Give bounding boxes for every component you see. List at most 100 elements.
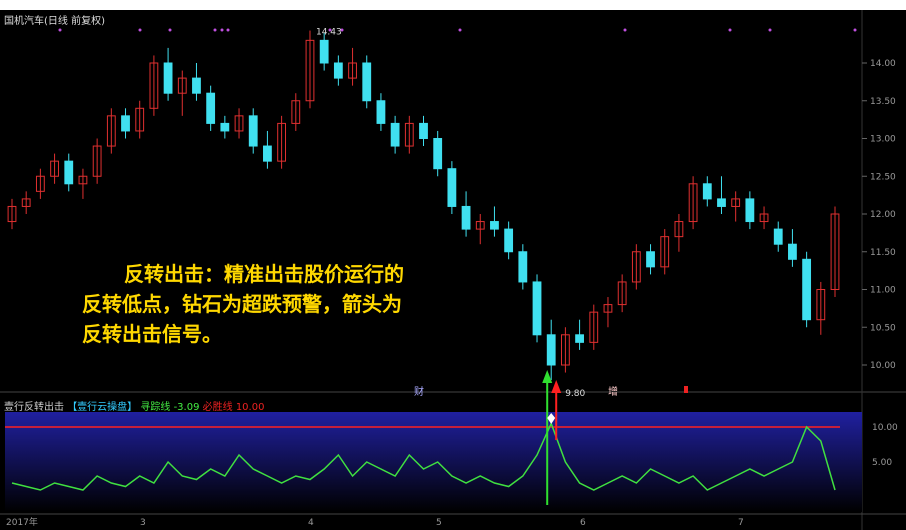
candle-up (135, 107, 145, 132)
signal-dot (328, 28, 332, 32)
candle-down (518, 251, 528, 283)
candle-down (461, 205, 471, 230)
candle-up (305, 39, 315, 102)
candle-down (248, 115, 258, 147)
candle-down (788, 243, 797, 260)
candle-up (475, 221, 485, 230)
candle-up (560, 334, 570, 366)
candle-down (419, 122, 428, 140)
candle-up (688, 183, 698, 223)
candle-down (433, 138, 443, 170)
win-value: 10.00 (235, 402, 265, 413)
candle-down (717, 198, 726, 207)
candle-down (532, 281, 542, 336)
candle-down (192, 77, 201, 94)
low-price-label: 9.80 (565, 389, 585, 399)
price-tick-label: 10.50 (870, 323, 896, 333)
signal-dot (138, 28, 142, 32)
signal-dot (58, 28, 62, 32)
annotation-line: 反转低点，钻石为超跌预警，箭头为 (82, 292, 402, 316)
candle-down (773, 228, 783, 245)
candle-down (646, 251, 655, 268)
candle-up (589, 311, 599, 343)
candle-down (220, 122, 230, 132)
signal-dot (213, 28, 217, 32)
chart-title: 国机汽车(日线 前复权) (4, 16, 105, 27)
annotation-line: 反转出击：精准出击股价运行的 (124, 262, 404, 286)
candle-up (731, 198, 741, 207)
win-label: 必胜线 (202, 402, 233, 413)
candle-up (660, 236, 670, 268)
indicator-band (5, 412, 862, 512)
candle-up (816, 289, 826, 321)
candle-down (362, 62, 372, 102)
event-marker[interactable]: 财 (414, 387, 424, 398)
indicator-tick-label: 10.00 (872, 423, 898, 433)
candle-down (376, 100, 386, 124)
candle-down (319, 39, 329, 64)
date-tick-label: 4 (308, 518, 314, 528)
signal-dot (623, 28, 627, 32)
candle-up (234, 115, 244, 132)
candle-up (50, 160, 59, 177)
candle-up (177, 77, 187, 94)
date-tick-label: 3 (140, 518, 146, 528)
candle-down (802, 258, 812, 321)
diamond-icon (547, 413, 556, 424)
candle-down (333, 62, 343, 79)
candle-down (121, 115, 130, 132)
price-tick-label: 12.00 (870, 210, 896, 220)
candle-up (21, 198, 31, 207)
price-tick-label: 11.50 (870, 248, 896, 258)
event-marker-red (684, 386, 688, 393)
arrow-head-icon (551, 380, 562, 393)
candle-up (348, 62, 357, 79)
arrow-head-icon (542, 370, 553, 383)
candle-down (546, 334, 556, 366)
candle-up (830, 213, 840, 290)
price-tick-label: 13.00 (870, 135, 896, 145)
price-tick-label: 11.00 (870, 286, 896, 296)
candle-down (575, 334, 584, 343)
candle-down (504, 228, 514, 253)
candle-up (78, 175, 88, 185)
candle-up (631, 251, 641, 283)
signal-dot (458, 28, 462, 32)
event-marker[interactable]: 增 (608, 387, 618, 398)
price-tick-label: 13.50 (870, 97, 896, 107)
date-tick-label: 6 (580, 518, 586, 528)
candle-up (106, 115, 116, 147)
signal-dot (220, 28, 224, 32)
candle-up (35, 175, 45, 192)
candle-down (702, 183, 712, 200)
candle-up (674, 221, 684, 238)
high-price-label: 14.43 (316, 28, 342, 38)
candle-down (163, 62, 173, 94)
candle-up (404, 122, 414, 147)
candle-down (263, 145, 272, 162)
signal-dot (168, 28, 172, 32)
annotation-line: 反转出击信号。 (82, 322, 222, 346)
date-tick-label: 7 (738, 518, 744, 528)
price-tick-label: 14.00 (870, 59, 896, 69)
indicator-tick-label: 5.00 (872, 458, 892, 468)
signal-dot (768, 28, 772, 32)
trace-value: -3.09 (173, 402, 200, 413)
trace-label: 寻踪线 (140, 402, 171, 413)
indicator-header: 壹行反转出击 【壹行云操盘】 寻踪线 -3.09 必胜线 10.00 (4, 398, 264, 413)
candle-up (617, 281, 627, 306)
indicator-tag: 【壹行云操盘】 (67, 402, 138, 413)
signal-dot (226, 28, 230, 32)
indicator-name: 壹行反转出击 (4, 402, 64, 413)
annotation-text: 反转出击：精准出击股价运行的 反转低点，钻石为超跌预警，箭头为 反转出击信号。 (82, 259, 482, 349)
candle-up (291, 100, 301, 124)
candle-up (277, 122, 287, 162)
oscillator-line (11, 421, 836, 491)
candle-down (64, 160, 74, 185)
candle-up (92, 145, 102, 177)
price-tick-label: 10.00 (870, 361, 896, 371)
price-tick-label: 12.50 (870, 172, 896, 182)
signal-dot (728, 28, 732, 32)
